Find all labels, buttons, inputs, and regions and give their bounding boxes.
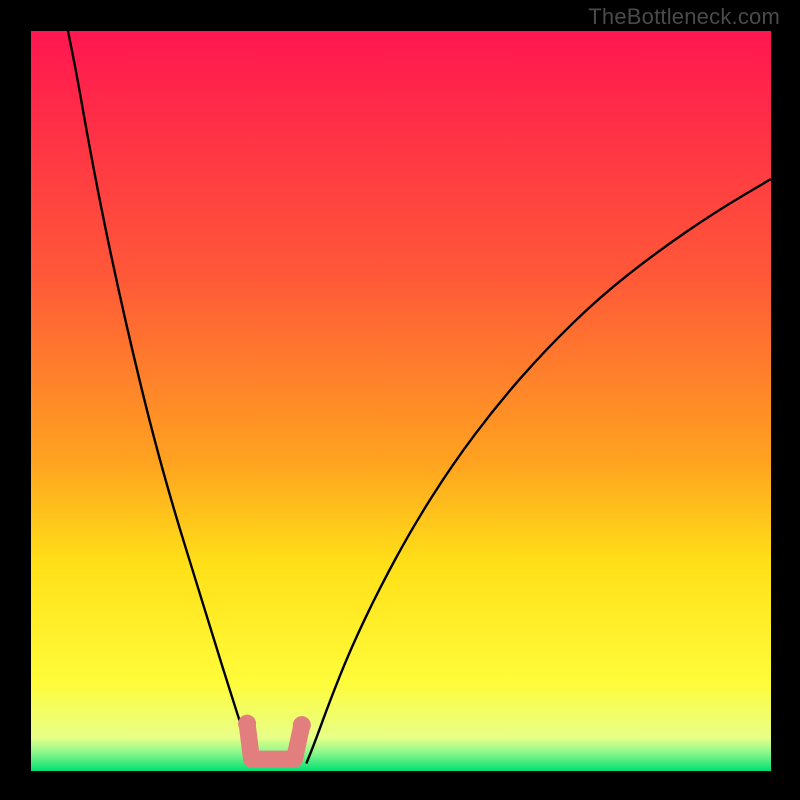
curve-left bbox=[68, 31, 257, 764]
trough-marker-dot-2 bbox=[293, 716, 311, 734]
trough-marker-dot-1 bbox=[238, 715, 256, 733]
plot-gradient-area bbox=[31, 31, 771, 771]
curve-right bbox=[306, 179, 771, 764]
curves-svg bbox=[31, 31, 771, 771]
trough-marker-path bbox=[247, 724, 302, 760]
watermark-text: TheBottleneck.com bbox=[588, 4, 780, 30]
